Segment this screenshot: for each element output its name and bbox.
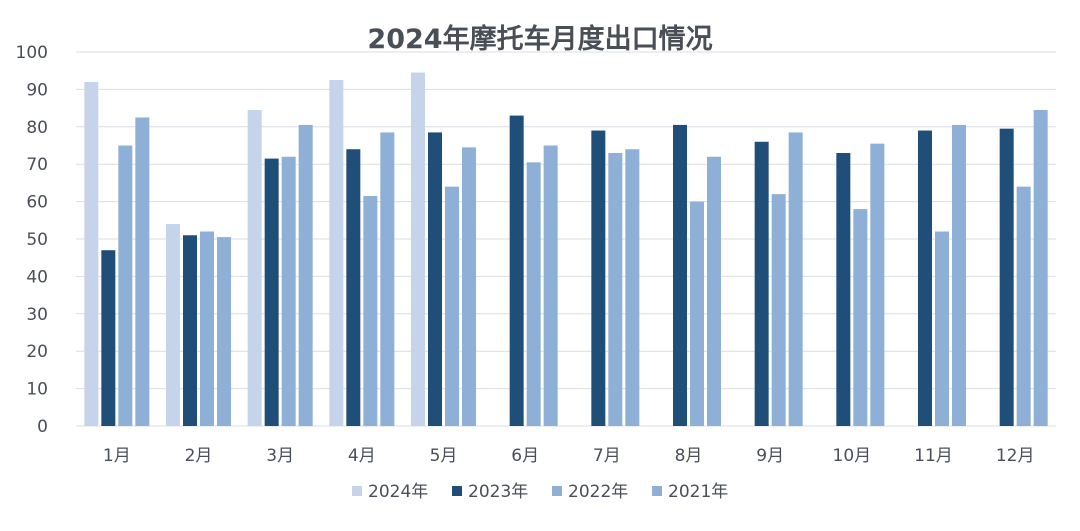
x-tick-label: 11月 <box>914 446 953 466</box>
bar <box>166 224 180 426</box>
y-tick-label: 0 <box>37 417 48 437</box>
bar <box>101 250 116 426</box>
legend-swatch <box>352 486 362 496</box>
bar <box>200 231 214 426</box>
bar <box>999 128 1014 427</box>
bar <box>853 209 868 426</box>
bar <box>707 156 721 426</box>
x-tick-label: 3月 <box>266 446 294 466</box>
bar <box>462 147 476 426</box>
y-tick-label: 10 <box>26 380 48 400</box>
bar <box>918 130 932 427</box>
x-axis-ticks: 1月 2月 3月 4月 5月 6月 7月 8月 9月 10月 11月 12月 <box>103 446 1035 466</box>
legend-label: 2022年 <box>568 482 628 502</box>
y-tick-label: 40 <box>26 267 48 287</box>
x-tick-label: 2月 <box>185 446 213 466</box>
y-tick-label: 70 <box>26 155 48 175</box>
x-tick-label: 1月 <box>103 446 131 466</box>
legend-swatch <box>652 486 662 496</box>
bar <box>298 124 313 427</box>
bar <box>135 117 150 426</box>
bar <box>183 235 197 426</box>
x-tick-label: 12月 <box>996 446 1035 466</box>
bar <box>346 149 361 427</box>
bar <box>329 80 344 427</box>
y-tick-label: 50 <box>26 230 48 250</box>
bar <box>1033 109 1048 426</box>
bar <box>445 186 459 426</box>
bar <box>591 130 606 427</box>
bar <box>428 132 442 426</box>
bar <box>625 149 640 427</box>
y-tick-label: 90 <box>26 80 48 100</box>
x-tick-label: 9月 <box>756 446 784 466</box>
y-tick-label: 30 <box>26 305 48 325</box>
bar <box>836 152 851 427</box>
x-tick-label: 8月 <box>675 446 703 466</box>
bar <box>673 124 687 427</box>
y-tick-label: 20 <box>26 342 48 362</box>
bar <box>247 109 262 426</box>
x-tick-label: 4月 <box>348 446 376 466</box>
y-tick-label: 100 <box>16 43 48 63</box>
y-tick-label: 60 <box>26 193 48 213</box>
bar <box>754 141 769 426</box>
y-tick-label: 80 <box>26 118 48 138</box>
bar <box>380 132 395 426</box>
bar <box>788 132 803 426</box>
chart-title: 2024年摩托车月度出口情况 <box>367 23 712 55</box>
bar <box>935 231 949 426</box>
bar <box>411 72 425 426</box>
x-tick-label: 10月 <box>833 446 872 466</box>
bars <box>84 72 1048 427</box>
bar <box>509 115 524 426</box>
gridlines <box>76 51 1056 427</box>
bar <box>526 162 541 426</box>
x-tick-label: 5月 <box>430 446 458 466</box>
bar <box>952 124 966 427</box>
bar <box>264 158 279 426</box>
legend-label: 2024年 <box>368 482 428 502</box>
legend: 2024年 2023年 2022年 2021年 <box>352 482 728 502</box>
legend-swatch <box>452 486 462 496</box>
bar <box>281 156 296 426</box>
bar <box>690 201 704 426</box>
bar <box>217 237 231 426</box>
bar <box>771 194 786 426</box>
bar <box>543 145 558 426</box>
bar <box>870 143 885 426</box>
bar <box>1016 186 1031 426</box>
x-tick-label: 7月 <box>593 446 621 466</box>
legend-label: 2021年 <box>668 482 728 502</box>
x-tick-label: 6月 <box>511 446 539 466</box>
bar <box>84 81 99 427</box>
bar <box>608 152 623 427</box>
legend-swatch <box>552 486 562 496</box>
y-axis-ticks: 0 10 20 30 40 50 60 70 80 90 100 <box>16 43 48 437</box>
bar <box>118 145 133 426</box>
bar <box>363 195 378 426</box>
legend-label: 2023年 <box>468 482 528 502</box>
